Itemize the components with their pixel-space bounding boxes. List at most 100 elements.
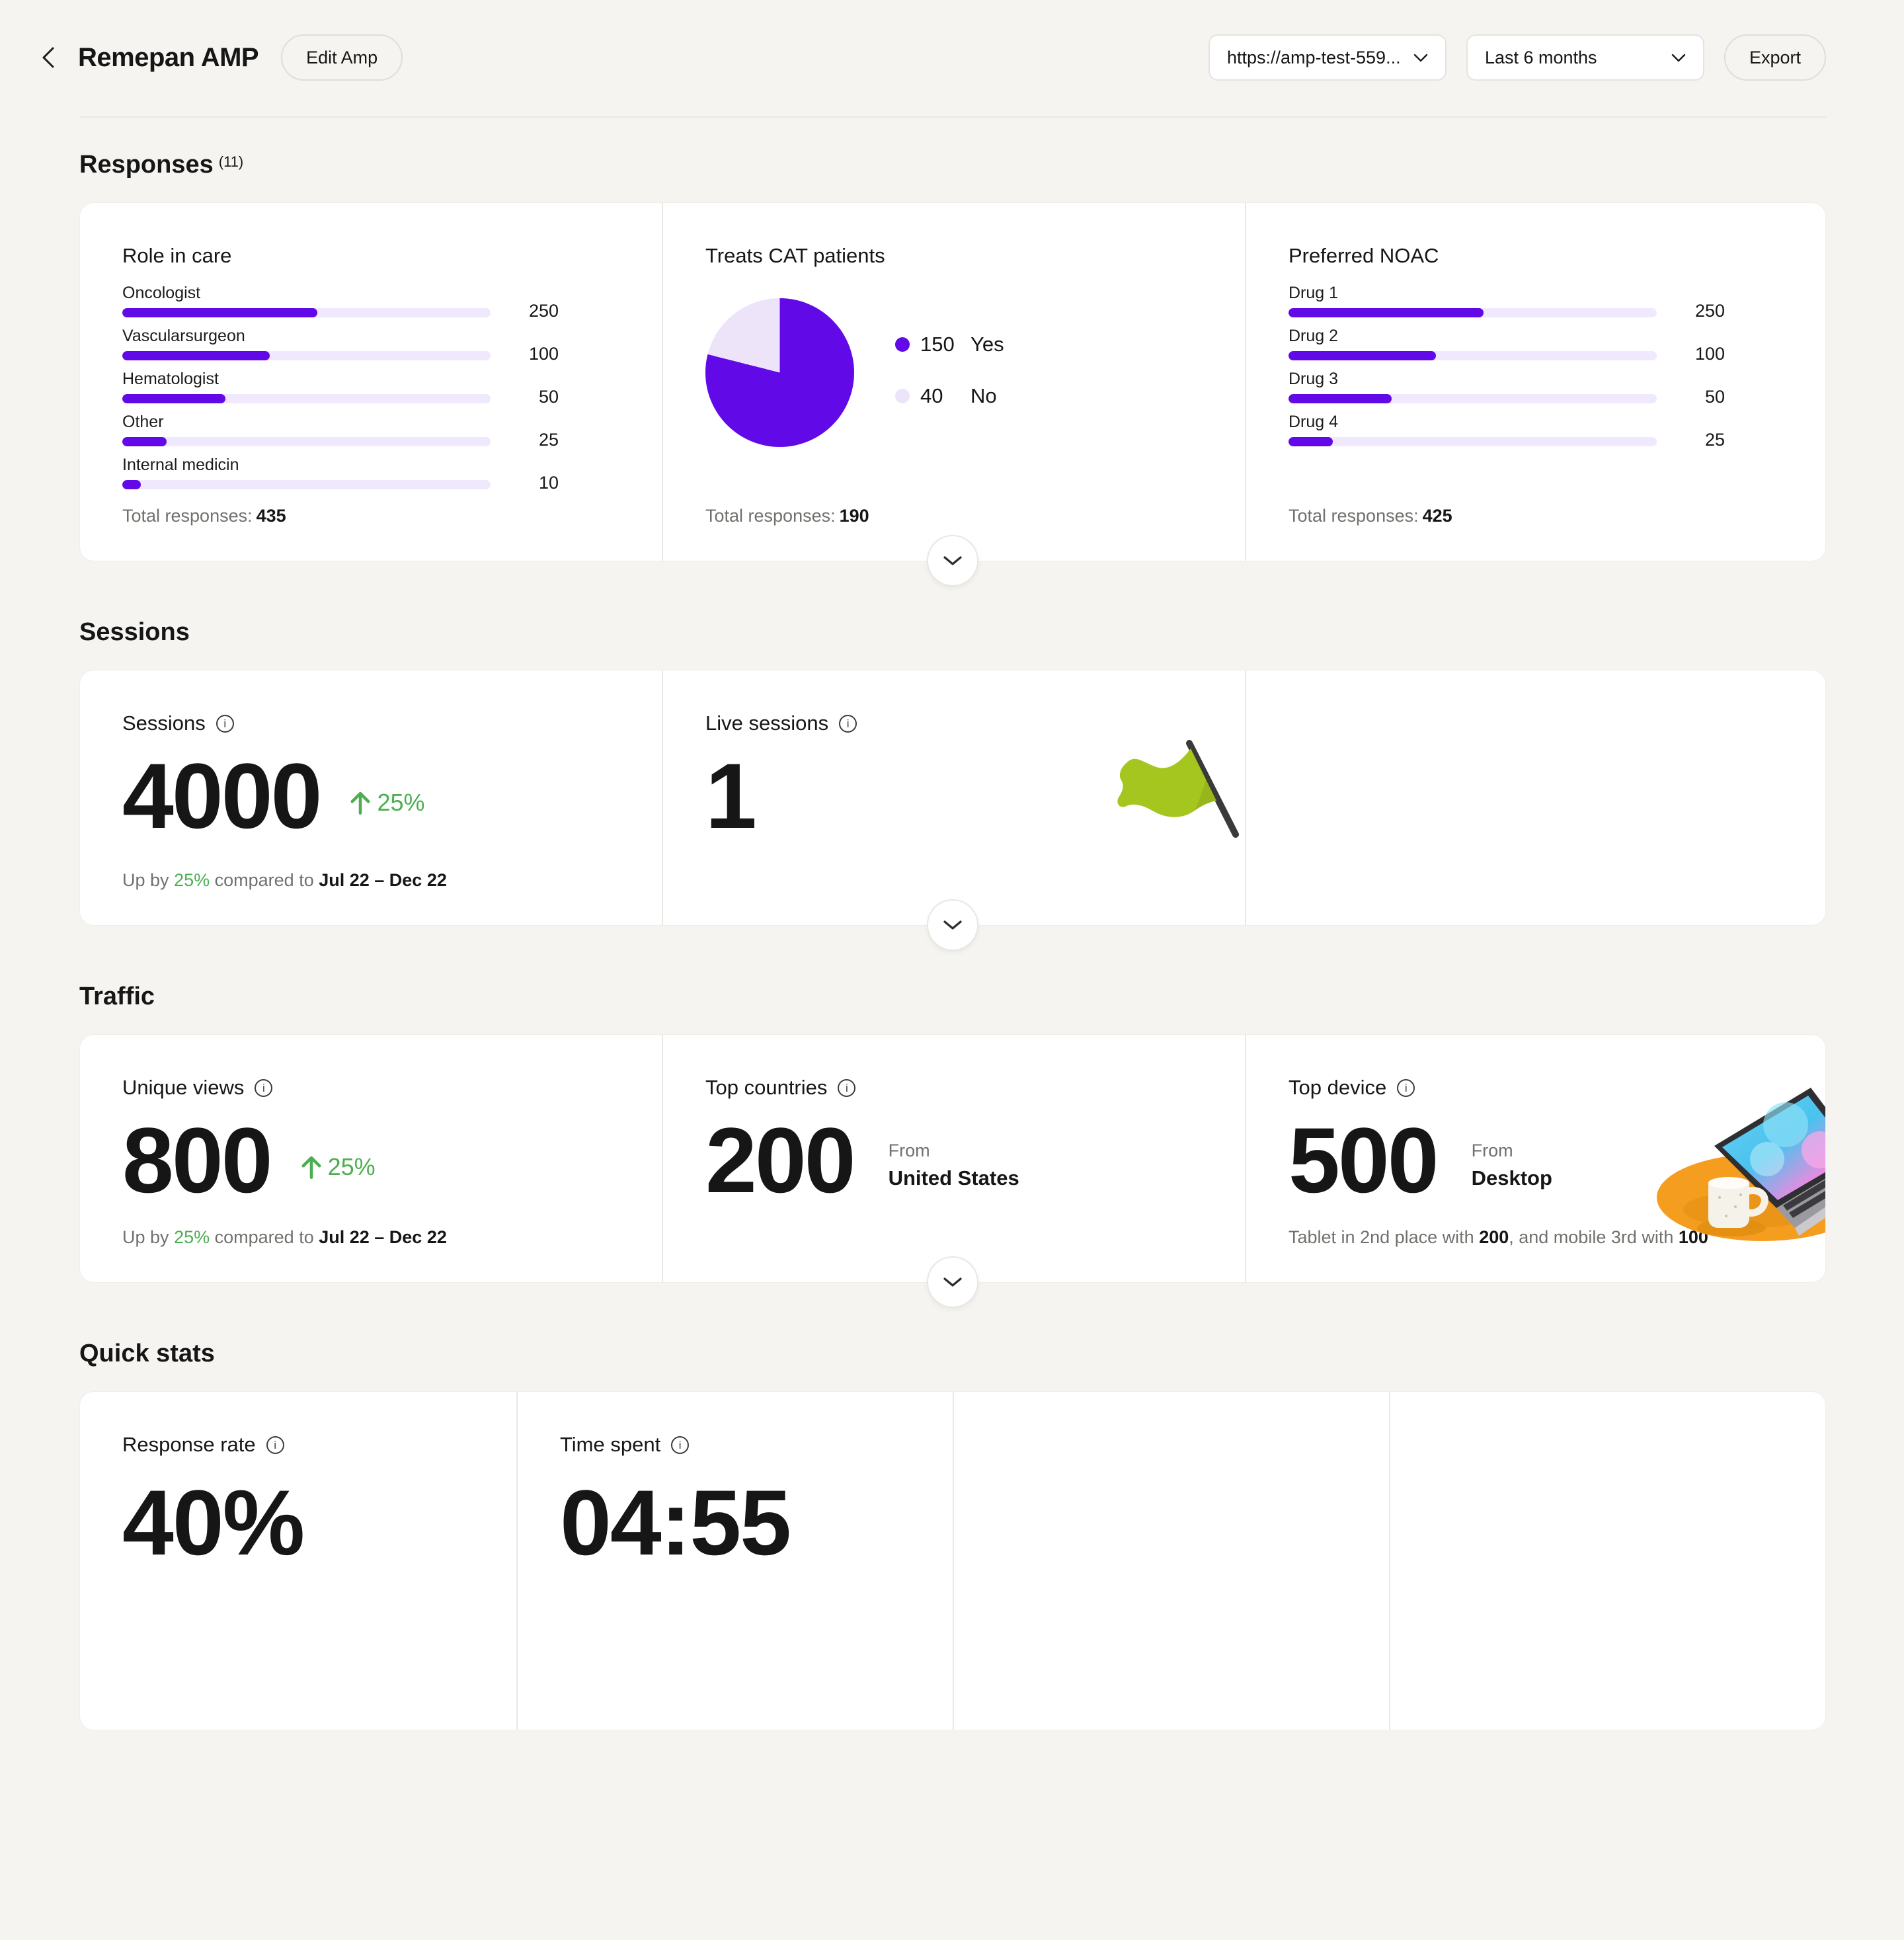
bar-fill bbox=[1289, 351, 1436, 360]
responses-card: Role in care Oncologist 250 Vascularsurg… bbox=[79, 202, 1826, 586]
sessions-panel: Sessions i 4000 25% Up by 25% compared t… bbox=[80, 670, 662, 925]
panel-title: Preferred NOAC bbox=[1289, 244, 1439, 267]
collapse-traffic-button[interactable] bbox=[927, 1256, 978, 1308]
legend-dot-yes bbox=[895, 337, 910, 352]
info-icon[interactable]: i bbox=[839, 714, 857, 733]
empty-panel bbox=[953, 1392, 1389, 1730]
quick-stats-section: Quick stats Response rate i 40% Time spe… bbox=[79, 1338, 1826, 1730]
chevron-down-icon bbox=[943, 1277, 962, 1287]
total-responses: Total responses: 190 bbox=[705, 506, 869, 526]
bar-row: Hematologist 50 bbox=[122, 370, 559, 407]
info-icon[interactable]: i bbox=[671, 1435, 690, 1454]
legend-dot-no bbox=[895, 389, 910, 403]
quick-stats-heading: Quick stats bbox=[79, 1340, 215, 1367]
bar-fill bbox=[122, 394, 225, 403]
bar-label: Drug 4 bbox=[1289, 413, 1339, 431]
unique-views-caption: Up by 25% compared to Jul 22 – Dec 22 bbox=[122, 1227, 447, 1247]
bar-fill bbox=[1289, 437, 1333, 446]
chevron-down-icon bbox=[1413, 54, 1428, 61]
bar-fill bbox=[1289, 394, 1392, 403]
pie-chart bbox=[705, 298, 854, 447]
app-header: Remepan AMP Edit Amp https://amp-test-55… bbox=[38, 34, 1826, 81]
page-title: Remepan AMP bbox=[78, 42, 259, 72]
bar-label: Drug 3 bbox=[1289, 370, 1339, 388]
responses-heading: Responses (11) bbox=[79, 149, 1826, 180]
date-range-value: Last 6 months bbox=[1484, 47, 1597, 67]
top-countries-value: 200 bbox=[705, 1108, 856, 1212]
from-stack: From United States bbox=[888, 1140, 1019, 1190]
unique-views-value: 800 bbox=[122, 1108, 273, 1212]
bar-track bbox=[1289, 351, 1657, 360]
collapse-responses-button[interactable] bbox=[927, 535, 978, 586]
top-device-panel: Top device i 500 From Desktop bbox=[1245, 1035, 1825, 1282]
date-range-select[interactable]: Last 6 months bbox=[1466, 34, 1704, 81]
back-button[interactable] bbox=[38, 44, 58, 71]
bar-row: Oncologist 250 bbox=[122, 284, 559, 321]
bar-fill bbox=[122, 308, 318, 317]
responses-count: (11) bbox=[218, 153, 244, 170]
top-countries-panel: Top countries i 200 From United States bbox=[662, 1035, 1245, 1282]
bar-row: Other 25 bbox=[122, 413, 559, 450]
bar-value: 100 bbox=[528, 344, 559, 364]
sessions-value: 4000 bbox=[122, 744, 322, 848]
bar-value: 250 bbox=[1694, 301, 1725, 321]
laptop-illustration bbox=[1653, 1078, 1825, 1244]
bar-value: 100 bbox=[1694, 344, 1725, 364]
panel-title: Role in care bbox=[122, 244, 232, 267]
empty-panel bbox=[1245, 670, 1825, 925]
bar-fill bbox=[1289, 308, 1484, 317]
green-flag-illustration bbox=[1110, 737, 1242, 839]
traffic-heading: Traffic bbox=[79, 983, 155, 1010]
bar-track bbox=[1289, 308, 1657, 317]
empty-panel bbox=[1389, 1392, 1825, 1730]
preferred-noac-bars: Drug 1 250 Drug 2 100 Drug 3 50 Drug 4 bbox=[1289, 284, 1725, 456]
bar-fill bbox=[122, 480, 141, 489]
info-icon[interactable]: i bbox=[1397, 1078, 1415, 1097]
traffic-section: Traffic Unique views i 800 25% Up by 25%… bbox=[79, 981, 1826, 1308]
collapse-sessions-button[interactable] bbox=[927, 899, 978, 951]
bar-track bbox=[1289, 437, 1657, 446]
traffic-card: Unique views i 800 25% Up by 25% compare… bbox=[79, 1034, 1826, 1308]
url-select[interactable]: https://amp-test-559... bbox=[1208, 34, 1447, 81]
info-icon[interactable]: i bbox=[255, 1078, 273, 1097]
quick-stats-card: Response rate i 40% Time spent i 04:55 bbox=[79, 1391, 1826, 1730]
info-icon[interactable]: i bbox=[838, 1078, 856, 1097]
arrow-up-icon bbox=[350, 791, 370, 815]
bar-track bbox=[122, 308, 491, 317]
chevron-down-icon bbox=[943, 555, 962, 565]
export-button[interactable]: Export bbox=[1724, 34, 1826, 81]
role-in-care-panel: Role in care Oncologist 250 Vascularsurg… bbox=[80, 203, 662, 561]
pie-chart-area: 150 Yes 40 No bbox=[705, 298, 1218, 447]
bar-track bbox=[1289, 394, 1657, 403]
live-sessions-value: 1 bbox=[705, 744, 757, 848]
response-rate-value: 40% bbox=[122, 1471, 305, 1574]
sessions-card: Sessions i 4000 25% Up by 25% compared t… bbox=[79, 670, 1826, 951]
bar-label: Drug 2 bbox=[1289, 327, 1339, 345]
bar-label: Drug 1 bbox=[1289, 284, 1339, 302]
top-device-caption: Tablet in 2nd place with 200, and mobile… bbox=[1289, 1227, 1708, 1247]
preferred-noac-panel: Preferred NOAC Drug 1 250 Drug 2 100 Dru… bbox=[1245, 203, 1825, 561]
edit-amp-button[interactable]: Edit Amp bbox=[281, 34, 403, 81]
info-icon[interactable]: i bbox=[216, 714, 234, 733]
bar-row: Drug 3 50 bbox=[1289, 370, 1725, 407]
chevron-left-icon bbox=[42, 47, 54, 68]
bar-label: Other bbox=[122, 413, 164, 431]
total-responses: Total responses: 435 bbox=[122, 506, 286, 526]
bar-row: Internal medicin 10 bbox=[122, 456, 559, 493]
sessions-delta: 25% bbox=[346, 789, 425, 817]
info-icon[interactable]: i bbox=[266, 1435, 284, 1454]
bar-track bbox=[122, 437, 491, 446]
legend-item-yes: 150 Yes bbox=[895, 333, 1004, 356]
stat-title: Unique views i bbox=[122, 1076, 635, 1100]
time-spent-value: 04:55 bbox=[560, 1471, 791, 1574]
legend-item-no: 40 No bbox=[895, 384, 1004, 408]
sessions-section: Sessions Sessions i 4000 25% Up by 25% c… bbox=[79, 617, 1826, 951]
bar-value: 250 bbox=[528, 301, 559, 321]
bar-value: 50 bbox=[1704, 387, 1725, 407]
header-divider bbox=[79, 116, 1826, 118]
header-controls: https://amp-test-559... Last 6 months Ex… bbox=[1208, 34, 1826, 81]
bar-fill bbox=[122, 351, 270, 360]
stat-title: Top countries i bbox=[705, 1076, 1218, 1100]
sessions-heading: Sessions bbox=[79, 618, 190, 646]
bar-fill bbox=[122, 437, 167, 446]
